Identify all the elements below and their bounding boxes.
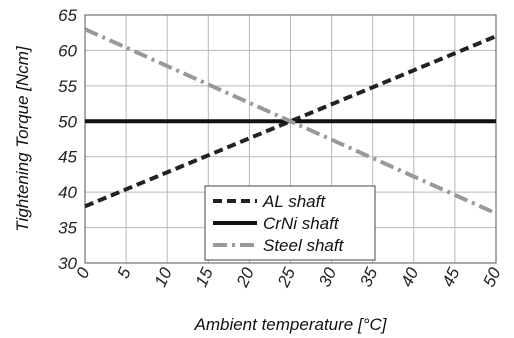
x-tick-label: 35 bbox=[356, 264, 381, 290]
legend-label-1: CrNi shaft bbox=[263, 214, 340, 233]
x-tick-label: 5 bbox=[114, 264, 135, 281]
y-tick-labels: 30 35 40 45 50 55 60 65 bbox=[58, 6, 77, 273]
x-tick-label: 20 bbox=[232, 264, 258, 291]
y-tick-label: 50 bbox=[58, 112, 77, 131]
x-tick-label: 30 bbox=[315, 264, 340, 290]
legend-label-0: AL shaft bbox=[262, 192, 326, 211]
x-tick-label: 15 bbox=[192, 264, 217, 290]
series-line-2 bbox=[84, 27, 497, 216]
legend: AL shaft CrNi shaft Steel shaft bbox=[204, 185, 376, 261]
y-tick-label: 45 bbox=[58, 148, 77, 167]
x-tick-labels: 0 5 10 15 20 25 30 35 40 45 50 bbox=[72, 264, 504, 291]
x-tick-label: 0 bbox=[72, 264, 93, 281]
y-tick-label: 35 bbox=[58, 219, 77, 238]
x-tick-label: 10 bbox=[151, 264, 176, 290]
y-tick-label: 65 bbox=[58, 6, 77, 25]
series-layer bbox=[84, 27, 497, 216]
series-line-0 bbox=[84, 34, 497, 209]
legend-label-2: Steel shaft bbox=[263, 236, 345, 255]
y-tick-label: 40 bbox=[58, 183, 77, 202]
x-tick-label: 25 bbox=[273, 264, 299, 291]
x-axis-title: Ambient temperature [°C] bbox=[194, 315, 388, 334]
y-tick-label: 55 bbox=[58, 77, 77, 96]
x-tick-label: 50 bbox=[479, 264, 504, 290]
plot-frame bbox=[84, 14, 497, 264]
y-tick-label: 60 bbox=[58, 41, 77, 60]
y-tick-label: 30 bbox=[58, 254, 77, 273]
x-tick-label: 40 bbox=[397, 264, 422, 290]
y-axis-title: Tightening Torque [Ncm] bbox=[13, 45, 32, 232]
x-tick-label: 45 bbox=[438, 264, 463, 290]
